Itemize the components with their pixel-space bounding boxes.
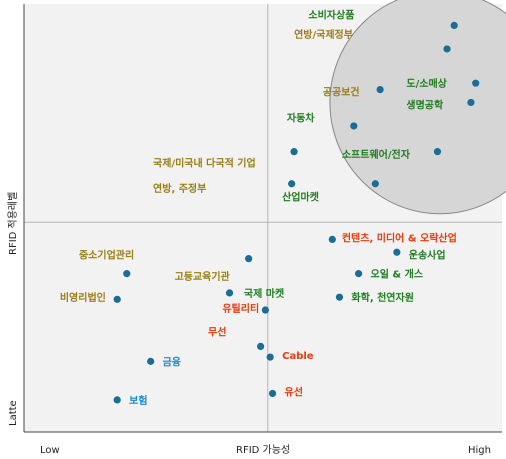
data-label-11: 컨텐츠, 미디어 & 오락산업 xyxy=(342,231,457,244)
data-point-8 xyxy=(371,180,379,188)
data-label-6: 자동차 xyxy=(287,111,315,124)
data-label-1: 소비자상품 xyxy=(308,9,354,22)
data-point-6 xyxy=(350,122,358,130)
data-label-16: 국제 마켓 xyxy=(244,287,284,300)
data-label-22: 금융 xyxy=(163,356,181,368)
highlight-ellipse xyxy=(329,0,506,215)
data-label-9: 연방, 주정부 xyxy=(153,182,206,195)
data-point-3 xyxy=(472,79,480,87)
data-label-7: 소프트웨어/전자 xyxy=(342,148,411,161)
data-label-18: 비영리법인 xyxy=(60,291,106,304)
data-label-23: 유선 xyxy=(285,385,303,398)
data-label-14: 고등교육기관 xyxy=(175,270,231,283)
data-point-22 xyxy=(147,357,155,365)
data-point-13 xyxy=(355,270,363,278)
data-point-1 xyxy=(450,21,458,29)
data-label-21: Cable xyxy=(282,351,314,362)
data-label-4: 도/소매상 xyxy=(406,77,447,90)
data-point-12 xyxy=(393,248,401,256)
data-point-19 xyxy=(113,295,121,303)
data-label-3: 공공보건 xyxy=(323,86,360,99)
data-point-24 xyxy=(113,396,121,404)
data-points xyxy=(113,21,480,404)
data-point-21 xyxy=(266,353,274,361)
data-point-15 xyxy=(245,255,253,263)
data-label-13: 중소기업관리 xyxy=(79,248,134,261)
data-point-10 xyxy=(288,180,296,188)
data-point-23 xyxy=(268,389,277,398)
data-point-20 xyxy=(257,342,265,350)
data-point-14 xyxy=(335,293,344,301)
data-label-10: 산업마켓 xyxy=(282,191,319,204)
y-tick-low: Latte xyxy=(8,400,19,426)
data-label-5: 생명공학 xyxy=(406,99,444,112)
data-point-4 xyxy=(467,98,475,107)
data-point-16 xyxy=(123,270,131,278)
data-point-11 xyxy=(328,235,336,243)
data-label-2: 연방/국제정부 xyxy=(294,28,353,41)
data-point-7 xyxy=(433,148,442,156)
data-label-20: 무선 xyxy=(208,325,226,338)
data-label-24: 보험 xyxy=(129,394,147,407)
data-label-12: 운송사업 xyxy=(409,248,446,261)
data-point-18 xyxy=(261,306,269,314)
data-label-17: 화학, 천연자원 xyxy=(351,291,413,304)
x-tick-high: High xyxy=(468,445,491,456)
data-label-19: 유틸리티 xyxy=(222,302,259,315)
y-axis-label: RFID 적용레벨 xyxy=(7,192,19,255)
data-label-8: 국제/미국내 다국적 기업 xyxy=(153,156,256,169)
x-tick-low: Low xyxy=(40,445,60,456)
data-point-2 xyxy=(443,45,451,53)
data-point-5 xyxy=(376,86,384,94)
data-label-15: 오일 & 개스 xyxy=(371,268,423,281)
data-point-9 xyxy=(290,148,298,156)
x-axis-label: RFID 가능성 xyxy=(236,444,290,456)
data-point-17 xyxy=(225,289,234,297)
